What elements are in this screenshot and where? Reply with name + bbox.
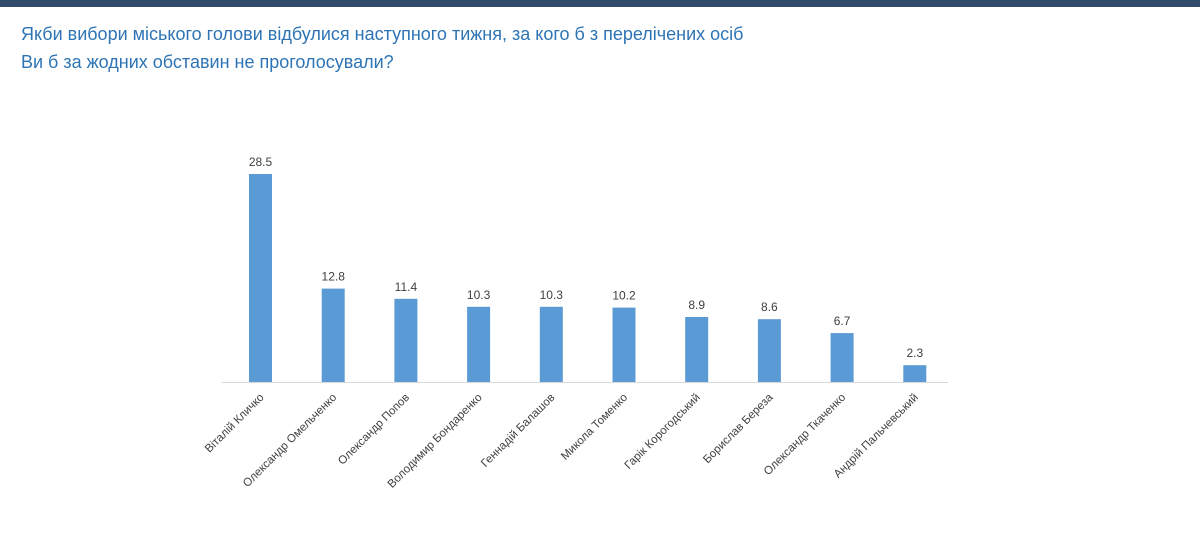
- category-label-3: Олександр Попов: [336, 392, 412, 468]
- category-label-9: Олександр Ткаченко: [762, 392, 848, 478]
- data-label-9: 6.7: [834, 314, 851, 328]
- chart-title-line-2: Ви б за жодних обставин не проголосували…: [21, 52, 394, 72]
- bar-2: [321, 288, 345, 382]
- chart-title-line-1: Якби вибори міського голови відбулися на…: [21, 24, 744, 44]
- data-label-8: 8.6: [761, 300, 778, 314]
- data-label-10: 2.3: [906, 346, 923, 360]
- data-label-5: 10.3: [540, 288, 564, 302]
- category-label-10: Андрій Пальчевський: [832, 392, 921, 481]
- data-label-3: 11.4: [395, 280, 418, 294]
- bar-3: [394, 298, 418, 382]
- category-label-8: Борислав Береза: [701, 391, 776, 466]
- data-label-6: 10.2: [612, 289, 636, 303]
- data-label-1: 28.5: [249, 155, 273, 169]
- category-label-1: Віталій Кличко: [203, 392, 267, 456]
- bar-8: [757, 319, 781, 382]
- bar-9: [830, 333, 854, 382]
- data-label-7: 8.9: [688, 298, 705, 312]
- bar-1: [249, 174, 272, 382]
- bar-6: [612, 307, 636, 382]
- category-label-5: Геннадій Балашов: [479, 392, 557, 470]
- bar-7: [685, 317, 709, 382]
- bar-4: [467, 306, 491, 382]
- top-accent-bar: [0, 0, 1200, 7]
- data-label-4: 10.3: [467, 288, 491, 302]
- category-label-7: Гарік Корогодський: [623, 392, 703, 472]
- data-label-2: 12.8: [322, 270, 346, 284]
- category-label-6: Микола Томенко: [559, 392, 630, 463]
- data-labels-group: 28.5 12.8 11.4 10.3 10.3 10.2 8.9 8.6 6.7 2.3: [249, 155, 924, 360]
- bar-5: [539, 306, 563, 382]
- bar-10: [903, 365, 927, 382]
- chart-title: Якби вибори міського голови відбулися на…: [21, 20, 1171, 76]
- bars-group: [249, 174, 927, 382]
